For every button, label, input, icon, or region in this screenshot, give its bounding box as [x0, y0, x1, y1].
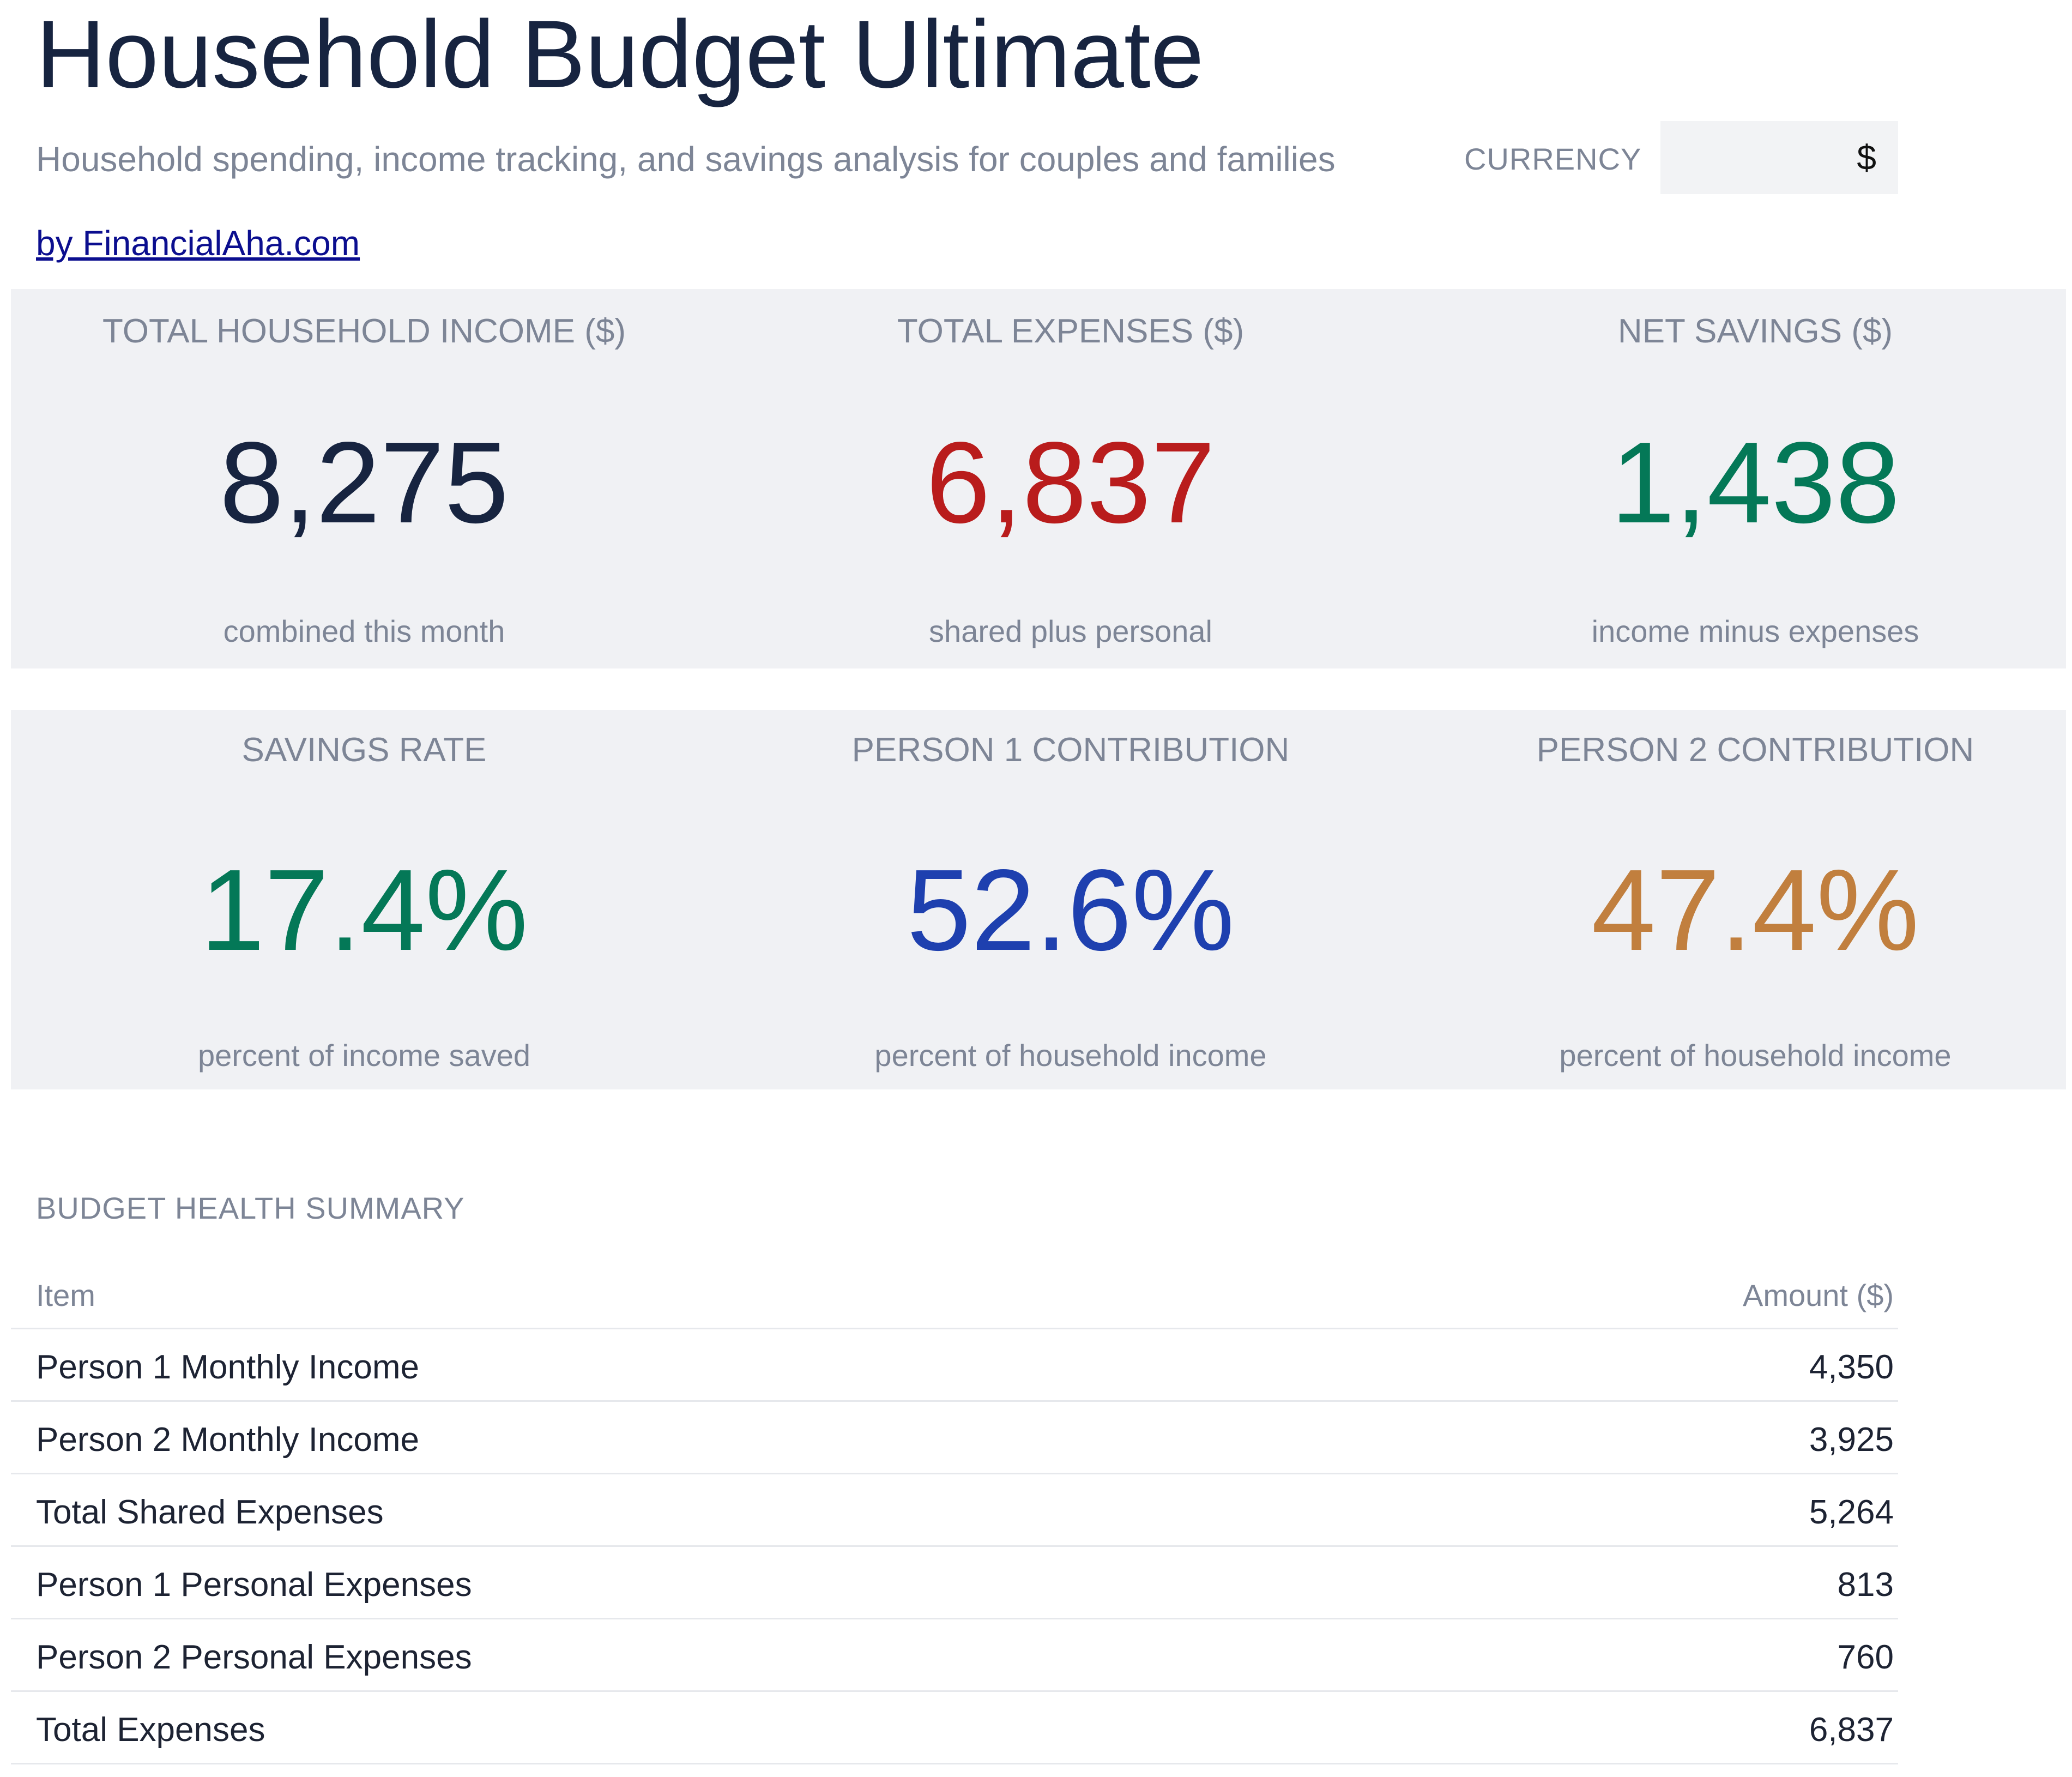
kpi-total-expenses: TOTAL EXPENSES ($) 6,837 shared plus per… [717, 289, 1424, 668]
row-amount: 813 [1837, 1566, 1894, 1604]
kpi-value: 17.4% [200, 845, 528, 974]
currency-input[interactable] [1660, 121, 1898, 194]
table-row: Person 1 Monthly Income 4,350 [11, 1329, 1898, 1402]
kpi-caption: combined this month [223, 614, 505, 648]
kpi-value: 6,837 [926, 418, 1216, 547]
page-subtitle: Household spending, income tracking, and… [36, 140, 1336, 179]
row-item: Person 1 Personal Expenses [36, 1566, 472, 1604]
row-amount: 760 [1837, 1639, 1894, 1676]
row-item: Person 2 Personal Expenses [36, 1639, 472, 1676]
row-amount: 3,925 [1809, 1421, 1894, 1459]
kpi-person1-contribution: PERSON 1 CONTRIBUTION 52.6% percent of h… [717, 710, 1424, 1089]
kpi-value: 8,275 [219, 418, 509, 547]
kpi-band-primary: TOTAL HOUSEHOLD INCOME ($) 8,275 combine… [11, 289, 2066, 668]
kpi-caption: shared plus personal [929, 614, 1212, 648]
row-item: Total Expenses [36, 1711, 265, 1749]
kpi-label: NET SAVINGS ($) [1617, 312, 1893, 350]
table-row: Person 2 Monthly Income 3,925 [11, 1402, 1898, 1474]
kpi-total-household-income: TOTAL HOUSEHOLD INCOME ($) 8,275 combine… [11, 289, 717, 668]
kpi-label: PERSON 1 CONTRIBUTION [851, 731, 1290, 769]
kpi-caption: percent of household income [1559, 1038, 1952, 1073]
kpi-caption: percent of household income [874, 1038, 1267, 1073]
budget-health-table: Item Amount ($) Person 1 Monthly Income … [11, 1266, 1898, 1764]
table-row: Total Shared Expenses 5,264 [11, 1474, 1898, 1547]
table-row: Person 2 Personal Expenses 760 [11, 1619, 1898, 1692]
row-item: Person 1 Monthly Income [36, 1348, 420, 1386]
row-item: Total Shared Expenses [36, 1493, 384, 1531]
row-item: Person 2 Monthly Income [36, 1421, 420, 1459]
table-row: Total Expenses 6,837 [11, 1692, 1898, 1764]
kpi-value: 47.4% [1591, 845, 1919, 974]
kpi-net-savings: NET SAVINGS ($) 1,438 income minus expen… [1374, 289, 2072, 668]
kpi-label: TOTAL HOUSEHOLD INCOME ($) [102, 312, 626, 350]
column-header-amount: Amount ($) [1743, 1278, 1894, 1312]
kpi-person2-contribution: PERSON 2 CONTRIBUTION 47.4% percent of h… [1374, 710, 2072, 1089]
kpi-band-secondary: SAVINGS RATE 17.4% percent of income sav… [11, 710, 2066, 1089]
section-title-budget-health: BUDGET HEALTH SUMMARY [36, 1191, 465, 1225]
financialaha-link[interactable]: by FinancialAha.com [36, 224, 360, 263]
kpi-savings-rate: SAVINGS RATE 17.4% percent of income sav… [11, 710, 717, 1089]
table-header-row: Item Amount ($) [11, 1266, 1898, 1329]
row-amount: 5,264 [1809, 1493, 1894, 1531]
kpi-value: 1,438 [1610, 418, 1900, 547]
kpi-value: 52.6% [907, 845, 1235, 974]
kpi-label: TOTAL EXPENSES ($) [897, 312, 1245, 350]
kpi-label: SAVINGS RATE [241, 731, 487, 769]
row-amount: 4,350 [1809, 1348, 1894, 1386]
table-row: Person 1 Personal Expenses 813 [11, 1547, 1898, 1619]
column-header-item: Item [36, 1278, 95, 1312]
kpi-label: PERSON 2 CONTRIBUTION [1536, 731, 1974, 769]
page-title: Household Budget Ultimate [36, 1, 1204, 108]
kpi-caption: percent of income saved [197, 1038, 531, 1073]
currency-label: CURRENCY [1464, 142, 1642, 176]
kpi-caption: income minus expenses [1591, 614, 1919, 648]
row-amount: 6,837 [1809, 1711, 1894, 1749]
